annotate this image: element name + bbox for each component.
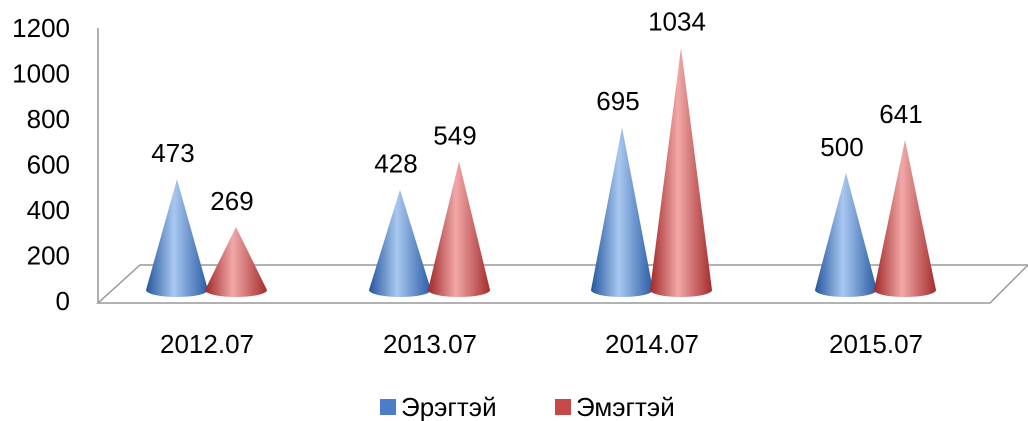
x-tick-label: 2012.07: [160, 329, 254, 359]
cone: [428, 161, 490, 297]
y-tick-label: 200: [27, 240, 70, 270]
data-label: 1034: [648, 7, 706, 37]
x-tick-label: 2015.07: [829, 329, 923, 359]
cone: [874, 139, 936, 297]
data-label: 549: [433, 120, 476, 150]
y-tick-label: 600: [27, 149, 70, 179]
cone: [369, 189, 431, 297]
y-tick-label: 0: [56, 286, 70, 316]
cone: [146, 179, 208, 297]
cone: [815, 172, 877, 297]
y-tick-label: 1000: [12, 58, 70, 88]
x-tick-label: 2013.07: [383, 329, 477, 359]
legend-swatch: [555, 399, 571, 415]
y-tick-label: 800: [27, 104, 70, 134]
data-label: 695: [596, 86, 639, 116]
data-label: 269: [210, 186, 253, 216]
floor: [96, 264, 1028, 304]
y-tick-label: 1200: [12, 13, 70, 43]
legend-label: Эрэгтэй: [401, 392, 497, 421]
y-tick-label: 400: [27, 195, 70, 225]
data-label: 428: [374, 149, 417, 179]
cone: [591, 127, 653, 297]
cone: [650, 47, 712, 297]
data-label: 641: [879, 99, 922, 129]
legend-label: Эмэгтэй: [576, 392, 675, 421]
x-tick-label: 2014.07: [605, 329, 699, 359]
data-label: 473: [151, 138, 194, 168]
cone: [205, 227, 267, 297]
data-label: 500: [820, 132, 863, 162]
legend-swatch: [380, 399, 396, 415]
